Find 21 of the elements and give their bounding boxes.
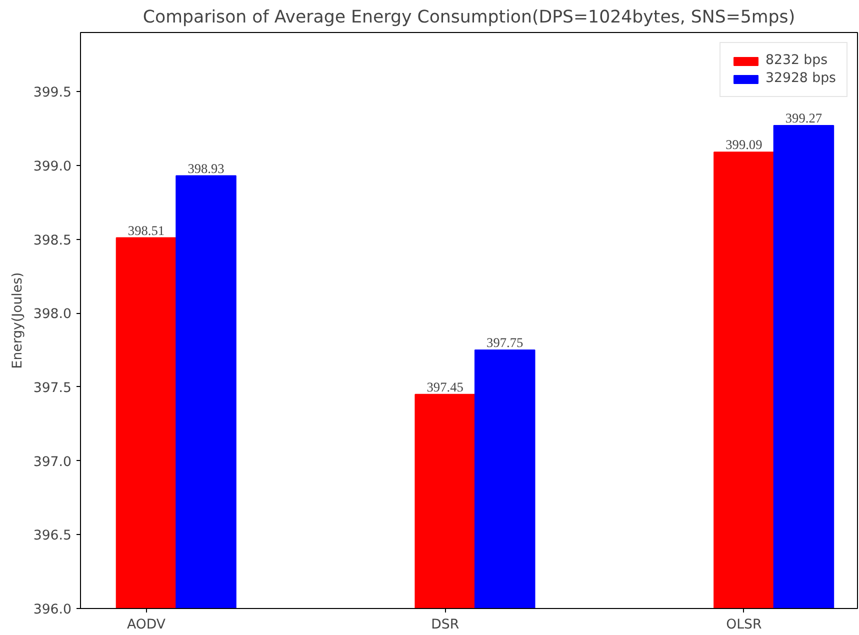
y-tick-label: 399.5 bbox=[33, 86, 72, 101]
y-tick-label: 397.0 bbox=[33, 454, 72, 470]
data-label: 398.51 bbox=[128, 222, 165, 238]
legend-label: 8232 bps bbox=[766, 53, 828, 68]
x-tick-label: OLSR bbox=[726, 618, 762, 632]
y-tick-label: 398.0 bbox=[33, 307, 72, 322]
data-label: 397.45 bbox=[426, 379, 464, 394]
y-tick-label: 398.5 bbox=[33, 233, 72, 248]
x-tick-label: AODV bbox=[126, 618, 166, 632]
y-tick-label: 399.0 bbox=[33, 159, 72, 174]
y-tick-label: 396.5 bbox=[33, 528, 72, 544]
x-tick-label: DSR bbox=[431, 618, 460, 632]
data-label: 398.93 bbox=[188, 160, 225, 176]
chart-title: Comparison of Average Energy Consumption(DPS=1024bytes, SNS=5mps) bbox=[142, 8, 796, 28]
data-label: 399.09 bbox=[726, 137, 763, 152]
y-axis-title: Energy(Joules) bbox=[10, 272, 26, 369]
legend-label: 32928 bps bbox=[766, 71, 836, 86]
y-tick-label: 396.0 bbox=[33, 602, 72, 618]
data-label: 397.75 bbox=[486, 335, 524, 350]
data-label: 399.27 bbox=[785, 110, 822, 126]
y-tick-label: 397.5 bbox=[33, 380, 72, 396]
